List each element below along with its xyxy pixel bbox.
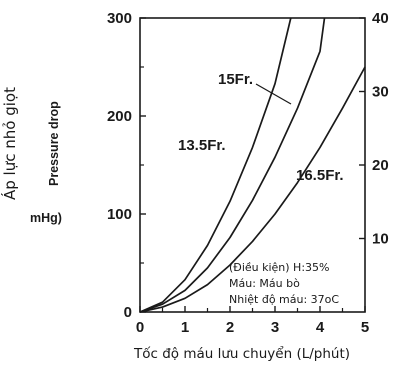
annotation-blood: Máu: Máu bò xyxy=(229,277,300,290)
y-tick-label-0: 0 xyxy=(124,304,132,321)
y-tick-label-200: 200 xyxy=(107,108,132,125)
annotation-temperature: Nhiệt độ máu: 37oC xyxy=(229,293,339,306)
x-tick-label-2: 2 xyxy=(226,319,234,336)
y2-tick-label-40: 40 xyxy=(372,10,389,27)
y-axis-label-original: Pressure drop xyxy=(47,101,61,186)
series-line-135fr xyxy=(139,17,292,313)
y-tick-label-100: 100 xyxy=(107,206,132,223)
y-axis-label: Áp lực nhỏ giọt xyxy=(0,87,19,200)
y2-tick-label-30: 30 xyxy=(372,84,389,101)
series-label-13-5fr: 13.5Fr. xyxy=(178,137,226,154)
x-tick-label-4: 4 xyxy=(316,319,325,336)
x-tick-label-0: 0 xyxy=(136,319,144,336)
x-tick-label-1: 1 xyxy=(181,319,189,336)
y-axis-unit-fragment: mHg) xyxy=(30,211,62,225)
series-line-15fr xyxy=(139,17,326,313)
labels: 15Fr. 13.5Fr. 16.5Fr. Tốc độ máu lưu chu… xyxy=(0,71,350,362)
x-axis-label: Tốc độ máu lưu chuyển (L/phút) xyxy=(133,345,350,362)
y2-tick-label-10: 10 xyxy=(372,231,389,248)
y-tick-label-300: 300 xyxy=(107,10,132,27)
y2-tick-label-20: 20 xyxy=(372,157,389,174)
x-tick-label-5: 5 xyxy=(361,319,369,336)
series-lines xyxy=(139,17,366,313)
series-label-15fr: 15Fr. xyxy=(218,71,253,88)
x-tick-label-3: 3 xyxy=(271,319,279,336)
ticks: 0 1 2 3 4 5 0 100 200 300 10 20 30 40 xyxy=(107,10,389,336)
series-line-165fr xyxy=(139,66,366,313)
annotation-condition: (Điều kiện) H:35% xyxy=(229,261,330,274)
series-label-16-5fr: 16.5Fr. xyxy=(296,167,344,184)
series-label-leader-15fr xyxy=(255,83,292,105)
